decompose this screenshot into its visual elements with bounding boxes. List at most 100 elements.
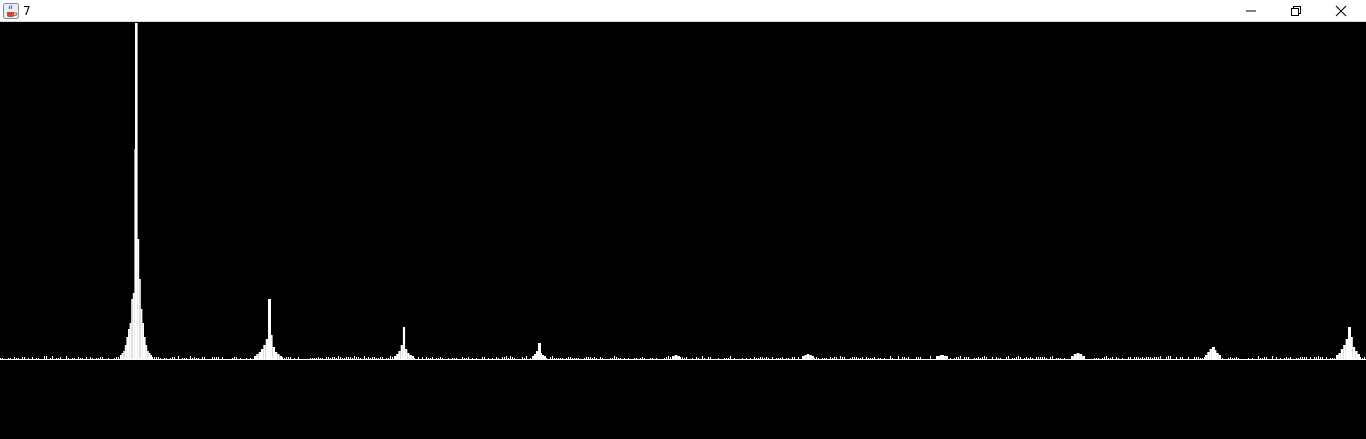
noise-bar: [554, 358, 555, 359]
cluster-bar: [409, 355, 412, 359]
noise-bar: [436, 358, 437, 359]
noise-bar: [322, 358, 323, 359]
noise-bar: [586, 357, 587, 359]
noise-bar: [1170, 356, 1171, 359]
minimize-button[interactable]: [1228, 0, 1273, 22]
cluster-bar: [1214, 350, 1217, 359]
noise-bar: [78, 357, 79, 359]
noise-bar: [320, 358, 321, 359]
noise-bar: [198, 358, 199, 359]
noise-bar: [222, 357, 223, 359]
noise-bar: [346, 357, 347, 359]
noise-bar: [860, 358, 861, 359]
noise-bar: [1302, 357, 1303, 359]
noise-bar: [1056, 358, 1057, 359]
noise-bar: [0, 358, 1, 359]
noise-bar: [36, 358, 37, 359]
cluster-bar: [137, 239, 140, 359]
noise-bar: [1030, 357, 1031, 359]
noise-bar: [96, 358, 97, 359]
noise-bar: [74, 358, 75, 359]
noise-bar: [964, 357, 965, 359]
noise-bar: [986, 357, 987, 359]
peak-bar: [1349, 327, 1351, 359]
noise-bar: [204, 357, 205, 359]
noise-bar: [1140, 358, 1141, 359]
noise-bar: [1110, 358, 1111, 359]
cluster-bar: [672, 356, 675, 359]
cluster-bar: [1082, 356, 1085, 359]
noise-bar: [636, 358, 637, 359]
noise-bar: [1166, 357, 1167, 359]
noise-bar: [282, 357, 283, 359]
noise-bar: [572, 358, 573, 359]
cluster-bar: [1079, 354, 1083, 359]
noise-bar: [1284, 358, 1285, 359]
noise-bar: [976, 358, 977, 359]
noise-bar: [1154, 357, 1155, 359]
noise-bar: [588, 357, 589, 359]
cluster-bar: [263, 345, 266, 359]
noise-bar: [166, 358, 167, 359]
noise-bar: [1362, 358, 1363, 359]
noise-bar: [982, 357, 983, 359]
noise-bar: [442, 358, 443, 359]
noise-bar: [332, 357, 333, 359]
noise-bar: [904, 357, 905, 359]
cluster-bar: [132, 293, 135, 359]
noise-bar: [484, 357, 485, 359]
noise-bar: [1252, 358, 1253, 359]
noise-bar: [390, 356, 391, 359]
restore-button[interactable]: [1273, 0, 1318, 22]
cluster-bar: [1205, 355, 1208, 359]
noise-bar: [954, 358, 955, 359]
noise-bar: [1150, 357, 1151, 359]
noise-bar: [338, 356, 339, 359]
cluster-bar: [126, 337, 128, 359]
noise-bar: [584, 358, 585, 359]
noise-bar: [704, 358, 705, 359]
close-button[interactable]: [1318, 0, 1363, 22]
cluster-bar: [1209, 349, 1212, 359]
noise-bar: [1098, 358, 1099, 359]
cluster-bar: [1218, 355, 1221, 359]
noise-bar: [1180, 357, 1181, 359]
noise-bar: [1364, 357, 1365, 359]
noise-bar: [642, 357, 643, 359]
noise-bar: [868, 358, 869, 359]
noise-bar: [696, 357, 697, 359]
noise-bar: [1296, 358, 1297, 359]
noise-bar: [656, 358, 657, 359]
noise-bar: [1306, 357, 1307, 359]
noise-bar: [428, 358, 429, 359]
noise-bar: [856, 357, 857, 359]
noise-bar: [734, 358, 735, 359]
noise-bar: [880, 358, 881, 359]
noise-bar: [1276, 357, 1277, 359]
cluster-bar: [542, 355, 544, 359]
noise-bar: [526, 356, 527, 359]
noise-bar: [1168, 356, 1169, 359]
noise-bar: [616, 357, 617, 359]
cluster-bar: [145, 345, 148, 359]
noise-bar: [666, 357, 667, 359]
cluster-bar: [275, 352, 278, 359]
noise-bar: [1116, 357, 1117, 359]
noise-bar: [858, 358, 859, 359]
noise-bar: [1014, 358, 1015, 359]
noise-bar: [170, 358, 171, 359]
noise-bar: [906, 358, 907, 359]
noise-bar: [214, 357, 215, 359]
noise-bar: [1094, 358, 1095, 359]
noise-bar: [930, 356, 931, 359]
noise-bar: [726, 358, 727, 359]
noise-bar: [1200, 358, 1201, 359]
noise-bar: [862, 357, 863, 359]
noise-bar: [1298, 358, 1299, 359]
noise-bar: [650, 358, 651, 359]
noise-bar: [1108, 358, 1109, 359]
noise-bar: [908, 357, 909, 359]
noise-bar: [184, 358, 185, 359]
noise-bar: [550, 357, 551, 359]
noise-bar: [512, 357, 513, 359]
